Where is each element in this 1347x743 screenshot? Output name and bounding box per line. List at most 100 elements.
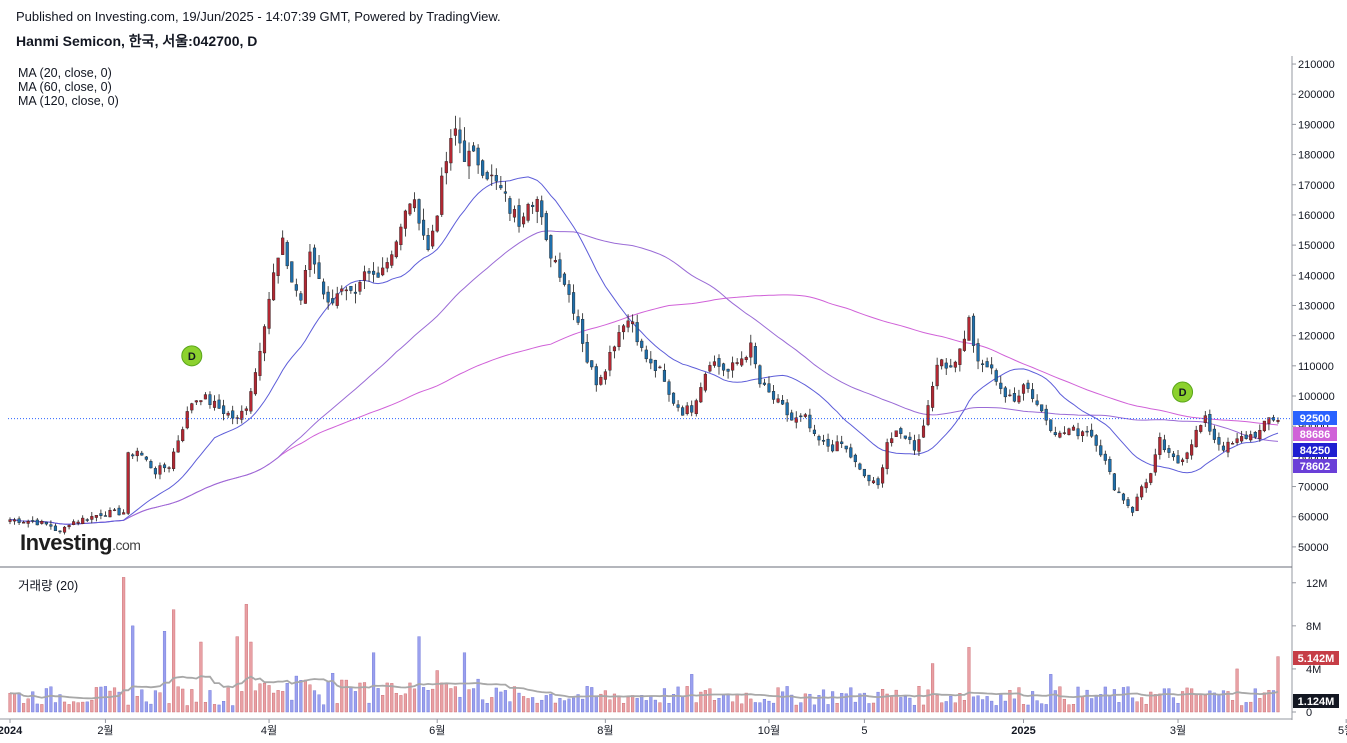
candle-body[interactable]	[58, 530, 62, 533]
candle-body[interactable]	[912, 440, 916, 451]
candle-body[interactable]	[1103, 453, 1107, 461]
candle-body[interactable]	[726, 368, 730, 372]
volume-bar[interactable]	[717, 698, 721, 713]
candle-body[interactable]	[176, 440, 180, 453]
volume-bar[interactable]	[521, 696, 526, 713]
candle-body[interactable]	[994, 370, 998, 382]
candle-body[interactable]	[608, 352, 612, 371]
volume-bar[interactable]	[926, 689, 930, 713]
ma120-line[interactable]	[9, 294, 1279, 525]
volume-bar[interactable]	[903, 696, 907, 713]
candle-body[interactable]	[490, 174, 494, 177]
volume-bar[interactable]	[235, 636, 239, 713]
candle-body[interactable]	[1240, 436, 1244, 442]
candle-body[interactable]	[835, 441, 839, 452]
volume-bar[interactable]	[194, 701, 198, 713]
volume-bar[interactable]	[272, 692, 276, 713]
volume-bar[interactable]	[1117, 702, 1121, 713]
candle-body[interactable]	[435, 215, 439, 232]
volume-bar[interactable]	[949, 695, 953, 713]
volume-bar[interactable]	[49, 686, 53, 713]
candle-body[interactable]	[917, 439, 921, 452]
volume-bar[interactable]	[731, 701, 735, 713]
volume-bar[interactable]	[162, 631, 167, 713]
volume-bar[interactable]	[494, 687, 498, 713]
candle-body[interactable]	[599, 376, 603, 385]
volume-bar[interactable]	[90, 699, 94, 713]
candle-body[interactable]	[1262, 420, 1266, 432]
candle-body[interactable]	[1044, 408, 1048, 421]
volume-bar[interactable]	[112, 687, 117, 713]
volume-bar[interactable]	[1221, 690, 1226, 713]
volume-bar[interactable]	[703, 690, 707, 713]
candle-body[interactable]	[944, 362, 948, 369]
candle-body[interactable]	[1131, 506, 1135, 513]
candle-body[interactable]	[744, 357, 748, 360]
candle-body[interactable]	[1108, 459, 1112, 472]
candle-body[interactable]	[685, 405, 689, 415]
volume-bar[interactable]	[976, 695, 980, 713]
candle-body[interactable]	[631, 321, 635, 325]
volume-bar[interactable]	[99, 686, 103, 713]
volume-bar[interactable]	[1121, 687, 1126, 713]
candle-body[interactable]	[208, 394, 212, 405]
volume-bar[interactable]	[831, 691, 835, 713]
candle-body[interactable]	[467, 150, 471, 167]
candle-body[interactable]	[867, 474, 871, 482]
volume-bar[interactable]	[899, 697, 903, 713]
volume-bar[interactable]	[253, 690, 257, 713]
candle-body[interactable]	[335, 293, 339, 306]
candle-body[interactable]	[85, 519, 89, 521]
candle-body[interactable]	[167, 467, 171, 469]
volume-bar[interactable]	[399, 695, 403, 713]
volume-bar[interactable]	[667, 703, 671, 713]
candle-body[interactable]	[344, 289, 348, 292]
candle-body[interactable]	[22, 522, 26, 524]
volume-bar[interactable]	[858, 693, 862, 713]
candle-body[interactable]	[1180, 459, 1185, 462]
volume-bar[interactable]	[22, 703, 26, 713]
volume-bar[interactable]	[149, 703, 153, 713]
candle-body[interactable]	[512, 209, 517, 218]
volume-bar[interactable]	[222, 701, 226, 713]
candle-body[interactable]	[40, 520, 44, 524]
volume-bar[interactable]	[340, 679, 344, 713]
candle-body[interactable]	[1049, 419, 1053, 431]
candle-body[interactable]	[808, 414, 812, 429]
volume-bar[interactable]	[962, 699, 966, 713]
candle-body[interactable]	[1012, 393, 1016, 402]
candle-body[interactable]	[1121, 493, 1126, 501]
candle-body[interactable]	[1076, 428, 1080, 437]
candle-body[interactable]	[422, 219, 426, 236]
ma60-line[interactable]	[9, 230, 1279, 525]
candle-body[interactable]	[1067, 428, 1071, 435]
legend-ma20[interactable]: MA (20, close, 0)	[18, 66, 112, 80]
volume-bar[interactable]	[303, 679, 307, 713]
volume-bar[interactable]	[294, 675, 298, 713]
volume-bar[interactable]	[362, 682, 367, 713]
candle-body[interactable]	[531, 204, 535, 207]
candle-body[interactable]	[1230, 443, 1235, 445]
volume-bar[interactable]	[749, 698, 753, 713]
candle-body[interactable]	[890, 438, 894, 444]
volume-bar[interactable]	[1040, 703, 1044, 713]
volume-bar[interactable]	[176, 686, 180, 713]
volume-bar[interactable]	[158, 692, 162, 713]
volume-bar[interactable]	[785, 686, 789, 713]
volume-bar[interactable]	[944, 701, 948, 713]
candle-body[interactable]	[408, 203, 412, 215]
candle-body[interactable]	[812, 429, 816, 434]
volume-bar[interactable]	[935, 694, 939, 713]
volume-bar[interactable]	[117, 691, 121, 713]
volume-bar[interactable]	[53, 702, 58, 713]
candle-body[interactable]	[112, 509, 117, 511]
candle-body[interactable]	[1071, 426, 1076, 431]
volume-bar[interactable]	[908, 697, 912, 713]
candle-body[interactable]	[967, 317, 971, 341]
volume-bar[interactable]	[721, 695, 726, 713]
volume-bar[interactable]	[1226, 691, 1230, 713]
candle-body[interactable]	[462, 140, 467, 162]
volume-bar[interactable]	[1208, 690, 1212, 713]
candle-body[interactable]	[649, 358, 653, 364]
candle-body[interactable]	[1185, 452, 1189, 459]
